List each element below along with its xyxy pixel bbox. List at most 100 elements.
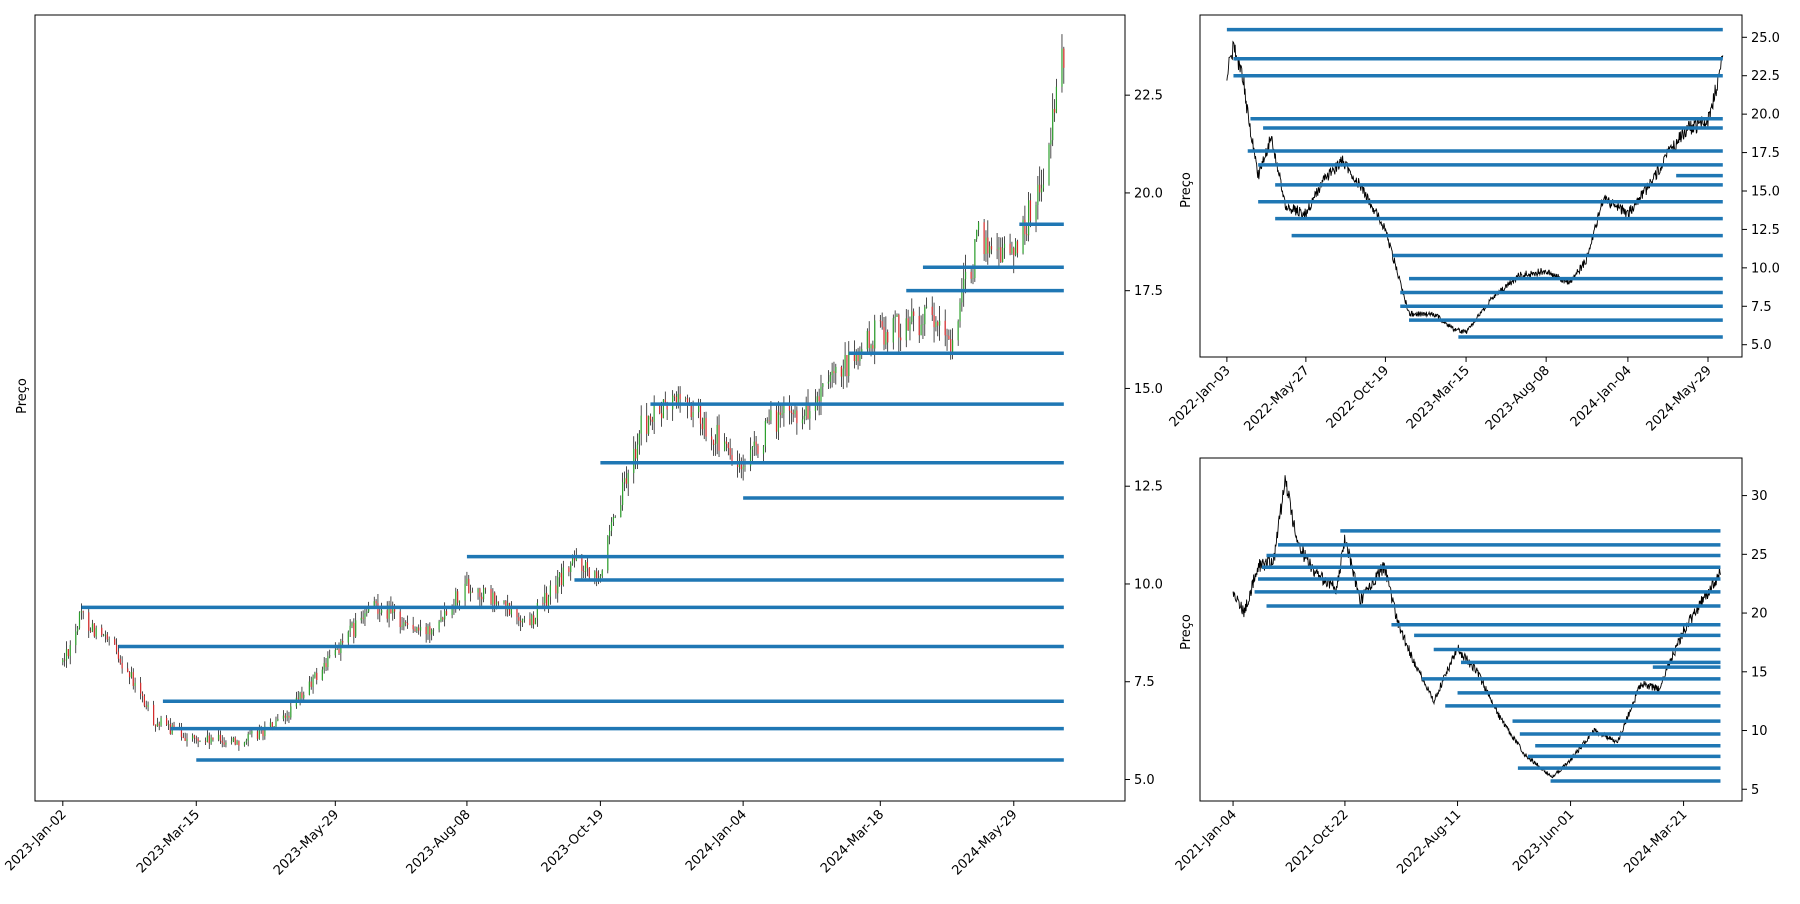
candle-body xyxy=(573,557,576,561)
candle-body xyxy=(974,239,976,279)
y-tick-label: 20 xyxy=(1751,607,1768,622)
candle-body xyxy=(1002,248,1004,263)
candle-body xyxy=(271,722,273,729)
candle-body xyxy=(675,396,677,405)
candle-body xyxy=(596,571,598,581)
candle-body xyxy=(699,405,702,424)
candle-body xyxy=(256,731,259,739)
candle-body xyxy=(560,572,563,586)
candle-body xyxy=(269,722,272,727)
candle-body xyxy=(427,626,429,635)
candle-body xyxy=(520,620,522,623)
candle-body xyxy=(976,229,978,240)
candle-body xyxy=(360,617,362,621)
candle-body xyxy=(533,615,535,625)
candle-body xyxy=(571,557,574,564)
candle-body xyxy=(145,705,147,708)
candle-body xyxy=(236,741,238,745)
candle-body xyxy=(690,402,692,418)
y-tick-label: 30 xyxy=(1751,489,1768,504)
candle-body xyxy=(301,692,303,698)
candle-body xyxy=(353,622,355,637)
candle-body xyxy=(373,601,375,607)
candle-body xyxy=(429,626,431,635)
candle-body xyxy=(104,634,107,636)
candle-body xyxy=(455,591,457,607)
candle-body xyxy=(334,649,336,656)
candle-body xyxy=(911,311,913,322)
candle-body xyxy=(323,663,325,670)
candle-body xyxy=(166,717,168,725)
candle-body xyxy=(783,403,785,413)
candle-body xyxy=(401,625,403,627)
candle-body xyxy=(1009,243,1011,254)
candle-body xyxy=(238,741,240,746)
candle-body xyxy=(210,737,212,744)
top-right-axes: 5.0 7.5 10.0 12.5 15.0 17.5 20.0 22.5 25.0 2022-J… xyxy=(1167,14,1780,434)
candle-body xyxy=(586,562,589,569)
candle-body xyxy=(492,592,494,604)
candle-body xyxy=(952,340,954,354)
candle-body xyxy=(336,649,338,650)
candle-body xyxy=(277,718,279,721)
candle-body xyxy=(1037,184,1039,206)
candle-body xyxy=(725,441,728,444)
candle-body xyxy=(894,316,896,319)
candle-body xyxy=(950,339,952,354)
candle-body xyxy=(1011,247,1013,254)
candle-body xyxy=(729,448,731,456)
candle-body xyxy=(987,237,989,254)
candle-body xyxy=(768,420,770,422)
candle-body xyxy=(1000,247,1002,263)
candle-body xyxy=(243,742,246,746)
main-frame xyxy=(34,14,1126,802)
candle-body xyxy=(160,717,162,726)
candle-body xyxy=(544,592,546,604)
candle-body xyxy=(91,623,94,632)
candle-body xyxy=(477,588,479,593)
candle-body xyxy=(78,612,81,628)
candle-body xyxy=(470,591,472,594)
x-tick-label: 2024-Mar-18 xyxy=(818,807,887,876)
candle-body xyxy=(234,737,236,745)
candle-body xyxy=(646,415,648,434)
candle-body xyxy=(1048,144,1050,185)
candle-body xyxy=(140,682,142,694)
candle-body xyxy=(887,331,889,343)
candle-body xyxy=(764,420,766,447)
candle-body xyxy=(184,737,186,741)
price-line xyxy=(1232,475,1721,779)
y-tick-label: 15.0 xyxy=(1134,382,1163,397)
candle-body xyxy=(985,237,987,255)
candle-body xyxy=(458,600,461,603)
candle-body xyxy=(445,611,448,615)
y-tick-label: 5.0 xyxy=(1134,773,1155,788)
candle-body xyxy=(998,247,1000,250)
candle-body xyxy=(625,478,627,484)
candle-body xyxy=(972,278,974,279)
candle-body xyxy=(169,724,171,734)
price-line xyxy=(1226,40,1724,335)
candle-body xyxy=(132,672,134,686)
candle-body xyxy=(809,411,811,419)
candle-body xyxy=(1026,234,1028,236)
candle-body xyxy=(1053,108,1056,113)
candle-body xyxy=(926,306,928,308)
candle-body xyxy=(284,715,286,718)
candle-body xyxy=(193,735,196,738)
candle-body xyxy=(840,366,842,377)
candle-body xyxy=(67,649,69,657)
candle-body xyxy=(154,725,157,727)
candle-body xyxy=(718,424,720,451)
x-tick-label: 2024-May-29 xyxy=(949,807,1020,878)
candle-body xyxy=(388,605,390,619)
candle-body xyxy=(868,330,870,349)
candle-body xyxy=(77,627,79,632)
candle-body xyxy=(770,410,772,421)
candle-body xyxy=(468,578,470,594)
candle-body xyxy=(898,314,900,338)
candle-body xyxy=(379,612,381,614)
candle-body xyxy=(80,611,82,613)
candle-body xyxy=(957,321,959,341)
top-right-line-panel: 5.0 7.5 10.0 12.5 15.0 17.5 20.0 22.5 25.0 2022-J… xyxy=(1167,14,1780,434)
